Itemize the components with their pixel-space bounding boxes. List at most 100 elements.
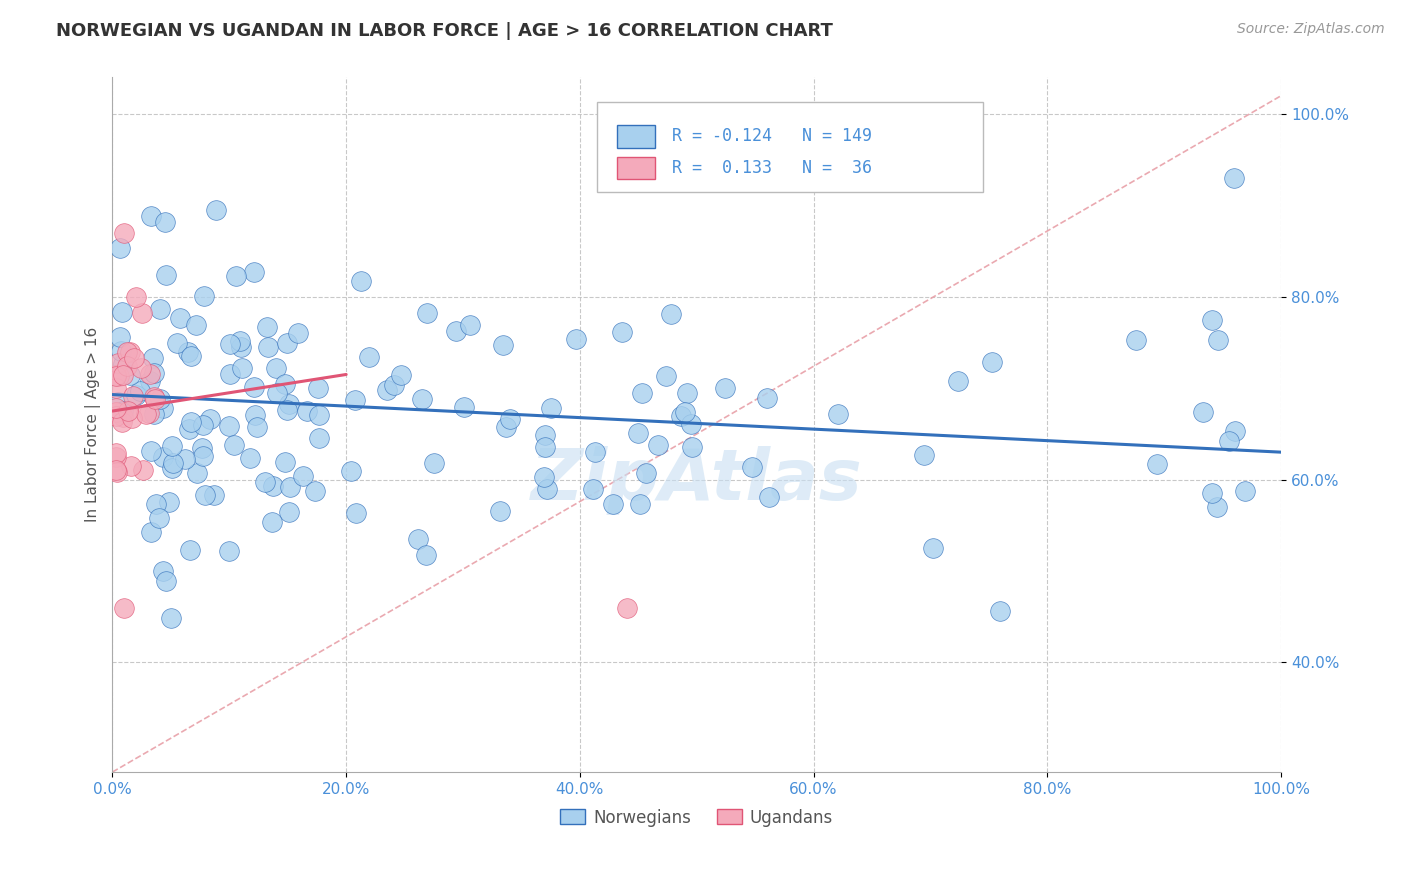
FancyBboxPatch shape bbox=[617, 126, 655, 147]
Point bbox=[1223, 424, 1246, 438]
Point bbox=[681, 417, 703, 431]
Point bbox=[673, 405, 696, 419]
Point bbox=[224, 438, 246, 452]
Point bbox=[218, 367, 240, 381]
Point bbox=[276, 402, 298, 417]
Point bbox=[669, 409, 692, 424]
Point bbox=[264, 361, 287, 376]
Point bbox=[107, 394, 129, 409]
Point bbox=[257, 340, 280, 354]
Point bbox=[104, 409, 127, 424]
Point bbox=[533, 470, 555, 484]
Point bbox=[117, 404, 139, 418]
Point bbox=[108, 369, 131, 384]
Point bbox=[1205, 500, 1227, 514]
Point bbox=[460, 318, 482, 332]
Point bbox=[536, 482, 558, 496]
Point bbox=[121, 411, 143, 425]
Point bbox=[495, 420, 517, 434]
Point bbox=[242, 380, 264, 394]
Point bbox=[382, 378, 405, 392]
Point bbox=[112, 357, 135, 371]
Point bbox=[344, 506, 367, 520]
Point bbox=[582, 482, 605, 496]
Point bbox=[291, 468, 314, 483]
Point bbox=[277, 505, 299, 519]
Point bbox=[304, 484, 326, 499]
Point bbox=[274, 454, 297, 468]
Point bbox=[453, 401, 475, 415]
Point bbox=[1206, 333, 1229, 347]
Point bbox=[628, 497, 651, 511]
Point bbox=[145, 497, 167, 511]
Point bbox=[246, 420, 269, 434]
Point bbox=[205, 202, 228, 217]
Point bbox=[104, 368, 127, 383]
Point bbox=[131, 305, 153, 319]
Y-axis label: In Labor Force | Age > 16: In Labor Force | Age > 16 bbox=[86, 327, 101, 523]
Point bbox=[108, 240, 131, 254]
Point bbox=[115, 359, 138, 374]
Text: ZipAtlas: ZipAtlas bbox=[531, 446, 863, 515]
Point bbox=[155, 574, 177, 589]
Point bbox=[278, 397, 301, 411]
Point bbox=[108, 406, 131, 420]
Point bbox=[162, 439, 184, 453]
Point bbox=[179, 542, 201, 557]
Point bbox=[193, 417, 215, 432]
Point bbox=[634, 466, 657, 480]
Point bbox=[256, 319, 278, 334]
Point bbox=[676, 385, 699, 400]
Point bbox=[104, 446, 127, 460]
Point bbox=[160, 611, 183, 625]
Point bbox=[155, 268, 177, 282]
Point bbox=[411, 392, 433, 407]
Point bbox=[540, 401, 562, 416]
Point bbox=[681, 440, 703, 454]
Point bbox=[1146, 457, 1168, 471]
Point bbox=[655, 368, 678, 383]
Point bbox=[112, 600, 135, 615]
Point bbox=[534, 428, 557, 442]
Point bbox=[105, 381, 128, 395]
Point bbox=[125, 290, 148, 304]
Point bbox=[308, 431, 330, 445]
Point bbox=[827, 408, 849, 422]
Point bbox=[260, 515, 283, 529]
Point bbox=[191, 449, 214, 463]
Point bbox=[120, 345, 142, 359]
Point bbox=[988, 604, 1011, 618]
Point bbox=[149, 301, 172, 316]
Point bbox=[162, 456, 184, 470]
Point bbox=[714, 381, 737, 395]
Point bbox=[218, 336, 240, 351]
Point bbox=[148, 392, 170, 406]
Point bbox=[160, 461, 183, 475]
Point bbox=[741, 459, 763, 474]
Point bbox=[423, 456, 446, 470]
Point bbox=[647, 438, 669, 452]
Point bbox=[105, 404, 128, 418]
Point bbox=[756, 391, 779, 405]
Point bbox=[143, 392, 166, 406]
Text: NORWEGIAN VS UGANDAN IN LABOR FORCE | AGE > 16 CORRELATION CHART: NORWEGIAN VS UGANDAN IN LABOR FORCE | AG… bbox=[56, 22, 834, 40]
Point bbox=[115, 345, 138, 359]
Point bbox=[273, 377, 295, 392]
Point bbox=[138, 367, 160, 381]
Point bbox=[231, 361, 253, 376]
Point bbox=[295, 403, 318, 417]
Point bbox=[308, 408, 330, 422]
Point bbox=[141, 444, 163, 458]
Point bbox=[179, 422, 201, 436]
Point bbox=[104, 401, 127, 416]
Point bbox=[266, 385, 288, 400]
Point bbox=[186, 318, 208, 333]
Point bbox=[499, 412, 522, 426]
Point bbox=[104, 463, 127, 477]
Point bbox=[122, 351, 145, 365]
Point bbox=[152, 565, 174, 579]
Point bbox=[132, 463, 155, 477]
Point bbox=[104, 450, 127, 464]
Point bbox=[239, 450, 262, 465]
Point bbox=[218, 544, 240, 558]
